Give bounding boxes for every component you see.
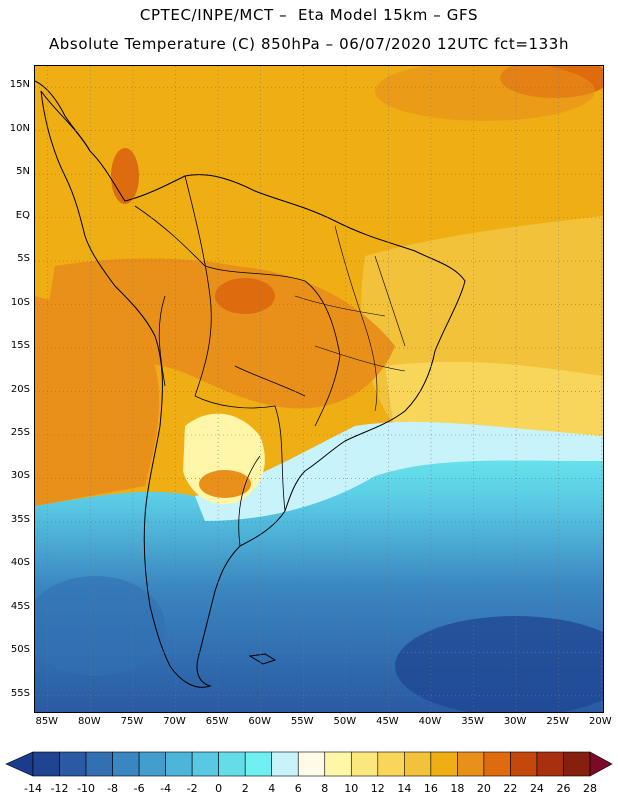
title-line-2: Absolute Temperature (C) 850hPa – 06/07/… xyxy=(48,35,570,53)
lon-label: 20W xyxy=(588,716,612,727)
colorbar-bin xyxy=(457,751,485,777)
colorbar-bin xyxy=(244,751,273,777)
colorbar-bin xyxy=(138,751,166,777)
colorbar-level-label: -2 xyxy=(186,782,198,795)
colorbar-bin xyxy=(59,751,87,777)
lon-label: 45W xyxy=(376,716,399,727)
lon-label: 60W xyxy=(248,716,271,727)
colorbar-bin xyxy=(271,751,299,777)
lat-label: 15N xyxy=(9,79,30,91)
lon-label: 50W xyxy=(333,716,357,727)
colorbar-bin xyxy=(483,751,511,777)
lat-label: 35S xyxy=(10,513,30,525)
coastline-central-america xyxy=(35,80,91,152)
colorbar-bin xyxy=(536,751,564,777)
colorbar-level-label: -4 xyxy=(160,782,172,795)
lon-label: 25W xyxy=(546,716,570,727)
lat-label: 30S xyxy=(10,470,30,482)
lat-label: 10S xyxy=(10,296,30,308)
map-canvas xyxy=(35,66,603,712)
colorbar-bin xyxy=(218,751,246,777)
colorbar-level-label: 8 xyxy=(321,782,329,795)
field-frontal-pale xyxy=(195,421,603,521)
lon-label: 40W xyxy=(418,716,442,727)
lat-label: 20S xyxy=(10,383,30,395)
colorbar-bin xyxy=(430,751,458,777)
colorbar-level-label: 24 xyxy=(529,782,544,795)
colorbar-level-label: 28 xyxy=(583,782,597,795)
lat-label: 10N xyxy=(9,122,30,134)
colorbar-level-label: 26 xyxy=(556,782,571,795)
colorbar-arrow-high xyxy=(589,751,613,777)
colorbar-bin xyxy=(563,751,591,777)
colorbar-level-label: -14 xyxy=(24,782,42,795)
lon-label: 85W xyxy=(35,716,59,727)
field-pampas-warm xyxy=(199,470,251,498)
coastline-south-america xyxy=(40,90,466,688)
colorbar-bin xyxy=(191,751,219,777)
field-deep-south xyxy=(395,616,603,712)
colorbar-bin xyxy=(165,751,193,777)
lat-label: 50S xyxy=(10,644,30,656)
colorbar-bin xyxy=(510,751,538,777)
colorbar-bin xyxy=(377,751,405,777)
lon-label: 65W xyxy=(205,716,229,727)
colorbar-level-label: 12 xyxy=(370,782,385,795)
colorbar-level-label: -6 xyxy=(133,782,145,795)
colorbar-bin xyxy=(350,751,379,777)
colorbar-level-label: 6 xyxy=(294,782,302,795)
lon-label: 75W xyxy=(120,716,144,727)
colorbar-bin xyxy=(324,751,352,777)
lat-label: 5N xyxy=(16,166,30,178)
state-borders xyxy=(294,225,406,412)
lat-label: EQ xyxy=(15,209,30,221)
colorbar-level-label: 16 xyxy=(423,782,438,795)
graticule xyxy=(35,66,603,712)
lat-label: 25S xyxy=(10,426,30,438)
field-pacific-warm xyxy=(35,296,160,506)
lat-label: 45S xyxy=(10,600,30,612)
colorbar-bin xyxy=(112,751,140,777)
lon-label: 30W xyxy=(503,716,527,727)
temperature-map xyxy=(34,65,604,713)
colorbar-bin xyxy=(85,751,113,777)
lon-label: 80W xyxy=(78,716,101,727)
colorbar-arrow-low xyxy=(5,751,34,777)
coastline-falklands xyxy=(248,653,277,665)
colorbar-level-label: 14 xyxy=(397,782,412,795)
country-borders xyxy=(134,175,341,547)
lat-label: 55S xyxy=(10,687,30,699)
colorbar-level-label: -8 xyxy=(107,782,119,795)
lon-label: 70W xyxy=(163,716,186,727)
colorbar-level-label: 22 xyxy=(503,782,518,795)
lon-label: 55W xyxy=(290,716,314,727)
colorbar-level-label: -12 xyxy=(50,782,69,795)
colorbar-bin xyxy=(32,751,60,777)
field-continent-warm xyxy=(45,258,395,409)
field-amazon-hot xyxy=(215,278,275,314)
colorbar-level-label: -10 xyxy=(77,782,96,795)
colorbar-level-label: 20 xyxy=(476,782,491,795)
title-line-1: CPTEC/INPE/MCT – Eta Model 15km – GFS xyxy=(139,6,479,24)
lat-label: 40S xyxy=(10,557,30,569)
field-southwest-cold xyxy=(35,576,165,676)
field-ne-warm xyxy=(375,66,595,121)
colorbar-level-label: 4 xyxy=(268,782,276,795)
colorbar-level-label: 2 xyxy=(241,782,249,795)
colorbar xyxy=(5,751,613,777)
field-andes-hot xyxy=(111,148,139,204)
colorbar-bin xyxy=(404,751,432,777)
lon-label: 35W xyxy=(461,716,484,727)
lat-label: 15S xyxy=(10,340,30,352)
colorbar-bin xyxy=(297,751,326,777)
colorbar-level-label: 0 xyxy=(215,782,223,795)
colorbar-level-label: 18 xyxy=(450,782,465,795)
colorbar-level-label: 10 xyxy=(344,782,359,795)
lat-label: 5S xyxy=(17,253,30,265)
